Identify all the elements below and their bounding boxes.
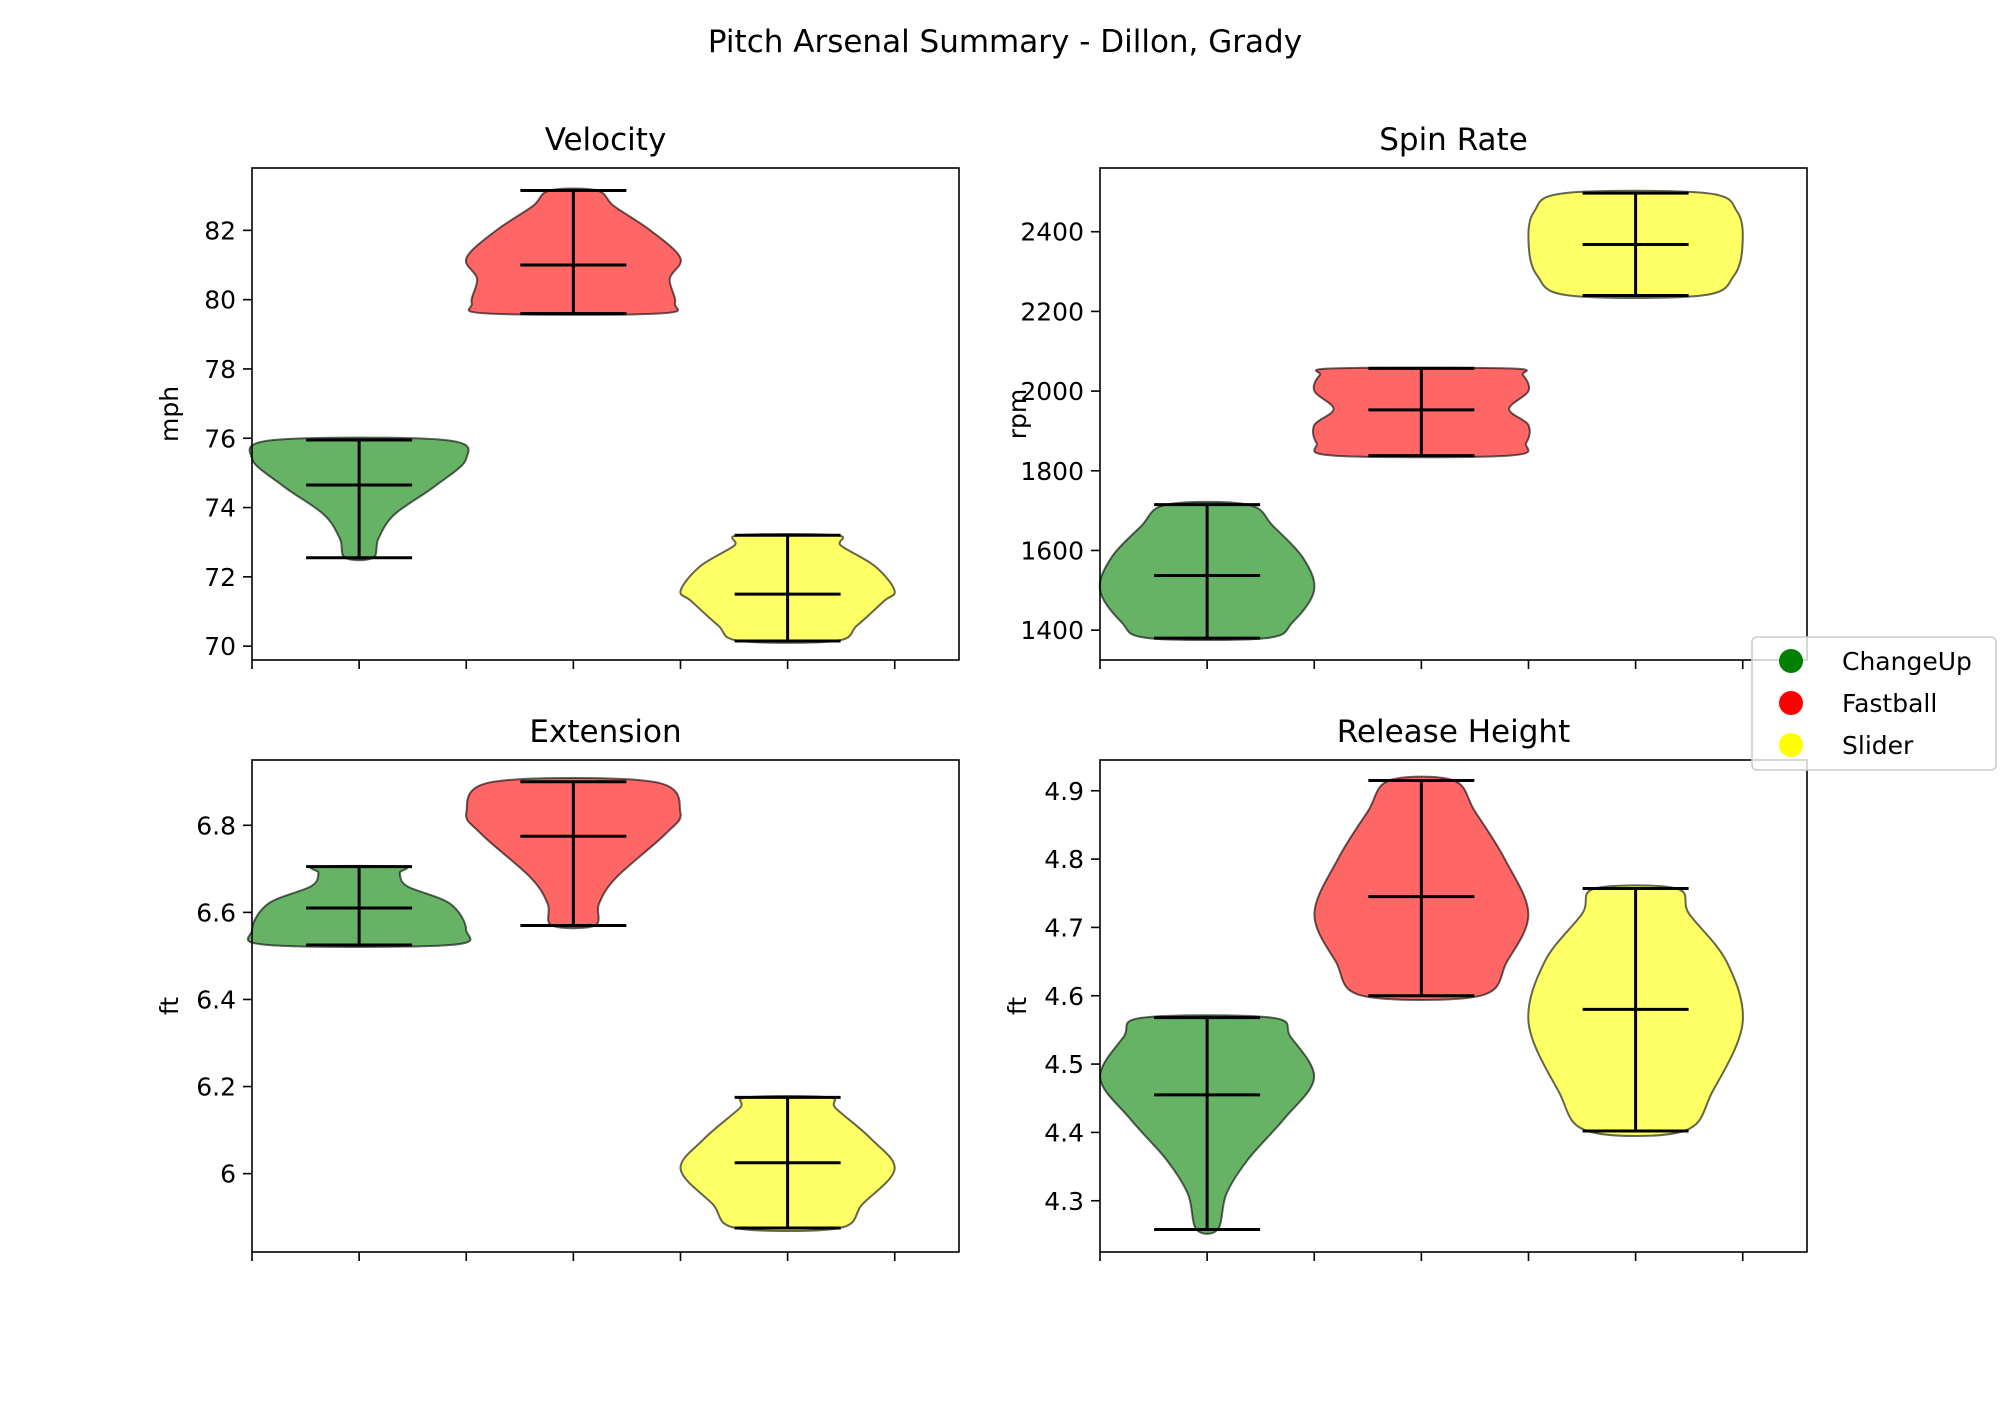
panel-title-release-height: Release Height xyxy=(1337,714,1570,750)
legend-label-fastball: Fastball xyxy=(1842,689,1937,718)
legend-marker-changeup xyxy=(1779,649,1803,673)
legend-marker-slider xyxy=(1779,733,1803,757)
y-tick-label-release-height: 4.8 xyxy=(1044,845,1084,874)
y-tick-label-release-height: 4.7 xyxy=(1044,913,1084,942)
y-tick-label-release-height: 4.3 xyxy=(1044,1187,1084,1216)
axes-frame-release-height xyxy=(1099,759,1808,1253)
y-axis-label-spin-rate: rpm xyxy=(1003,389,1032,440)
y-tick-label-velocity: 80 xyxy=(204,286,236,315)
y-tick-label-velocity: 78 xyxy=(204,355,236,384)
y-tick-label-spin-rate: 2200 xyxy=(1020,297,1084,326)
y-tick-label-release-height: 4.4 xyxy=(1044,1118,1084,1147)
y-tick-label-velocity: 82 xyxy=(204,216,236,245)
y-tick-label-velocity: 76 xyxy=(204,424,236,453)
axes-frame-extension xyxy=(251,759,960,1253)
y-tick-label-release-height: 4.9 xyxy=(1044,777,1084,806)
y-tick-label-spin-rate: 2000 xyxy=(1020,377,1084,406)
panel-title-spin-rate: Spin Rate xyxy=(1379,122,1528,158)
y-axis-label-velocity: mph xyxy=(155,386,184,442)
legend-marker-fastball xyxy=(1779,691,1803,715)
panel-title-velocity: Velocity xyxy=(545,122,667,158)
axes-frame-velocity xyxy=(251,167,960,661)
y-tick-label-extension: 6 xyxy=(220,1160,236,1189)
chart-title: Pitch Arsenal Summary - Dillon, Grady xyxy=(708,24,1302,60)
panel-title-extension: Extension xyxy=(529,714,681,750)
y-tick-label-spin-rate: 1600 xyxy=(1020,536,1084,565)
y-axis-label-release-height: ft xyxy=(1003,997,1032,1015)
y-tick-label-extension: 6.2 xyxy=(196,1073,236,1102)
y-tick-label-spin-rate: 2400 xyxy=(1020,218,1084,247)
y-tick-label-spin-rate: 1800 xyxy=(1020,457,1084,486)
y-tick-label-extension: 6.4 xyxy=(196,985,236,1014)
legend-box xyxy=(1751,636,1997,771)
legend-label-changeup: ChangeUp xyxy=(1842,647,1972,676)
y-tick-label-spin-rate: 1400 xyxy=(1020,616,1084,645)
y-tick-label-extension: 6.8 xyxy=(196,811,236,840)
y-tick-label-release-height: 4.5 xyxy=(1044,1050,1084,1079)
axes-frame-spin-rate xyxy=(1099,167,1808,661)
y-tick-label-velocity: 72 xyxy=(204,563,236,592)
y-tick-label-velocity: 70 xyxy=(204,632,236,661)
y-tick-label-extension: 6.6 xyxy=(196,898,236,927)
legend-label-slider: Slider xyxy=(1842,731,1914,760)
y-tick-label-release-height: 4.6 xyxy=(1044,982,1084,1011)
y-tick-label-velocity: 74 xyxy=(204,494,236,523)
y-axis-label-extension: ft xyxy=(155,997,184,1015)
